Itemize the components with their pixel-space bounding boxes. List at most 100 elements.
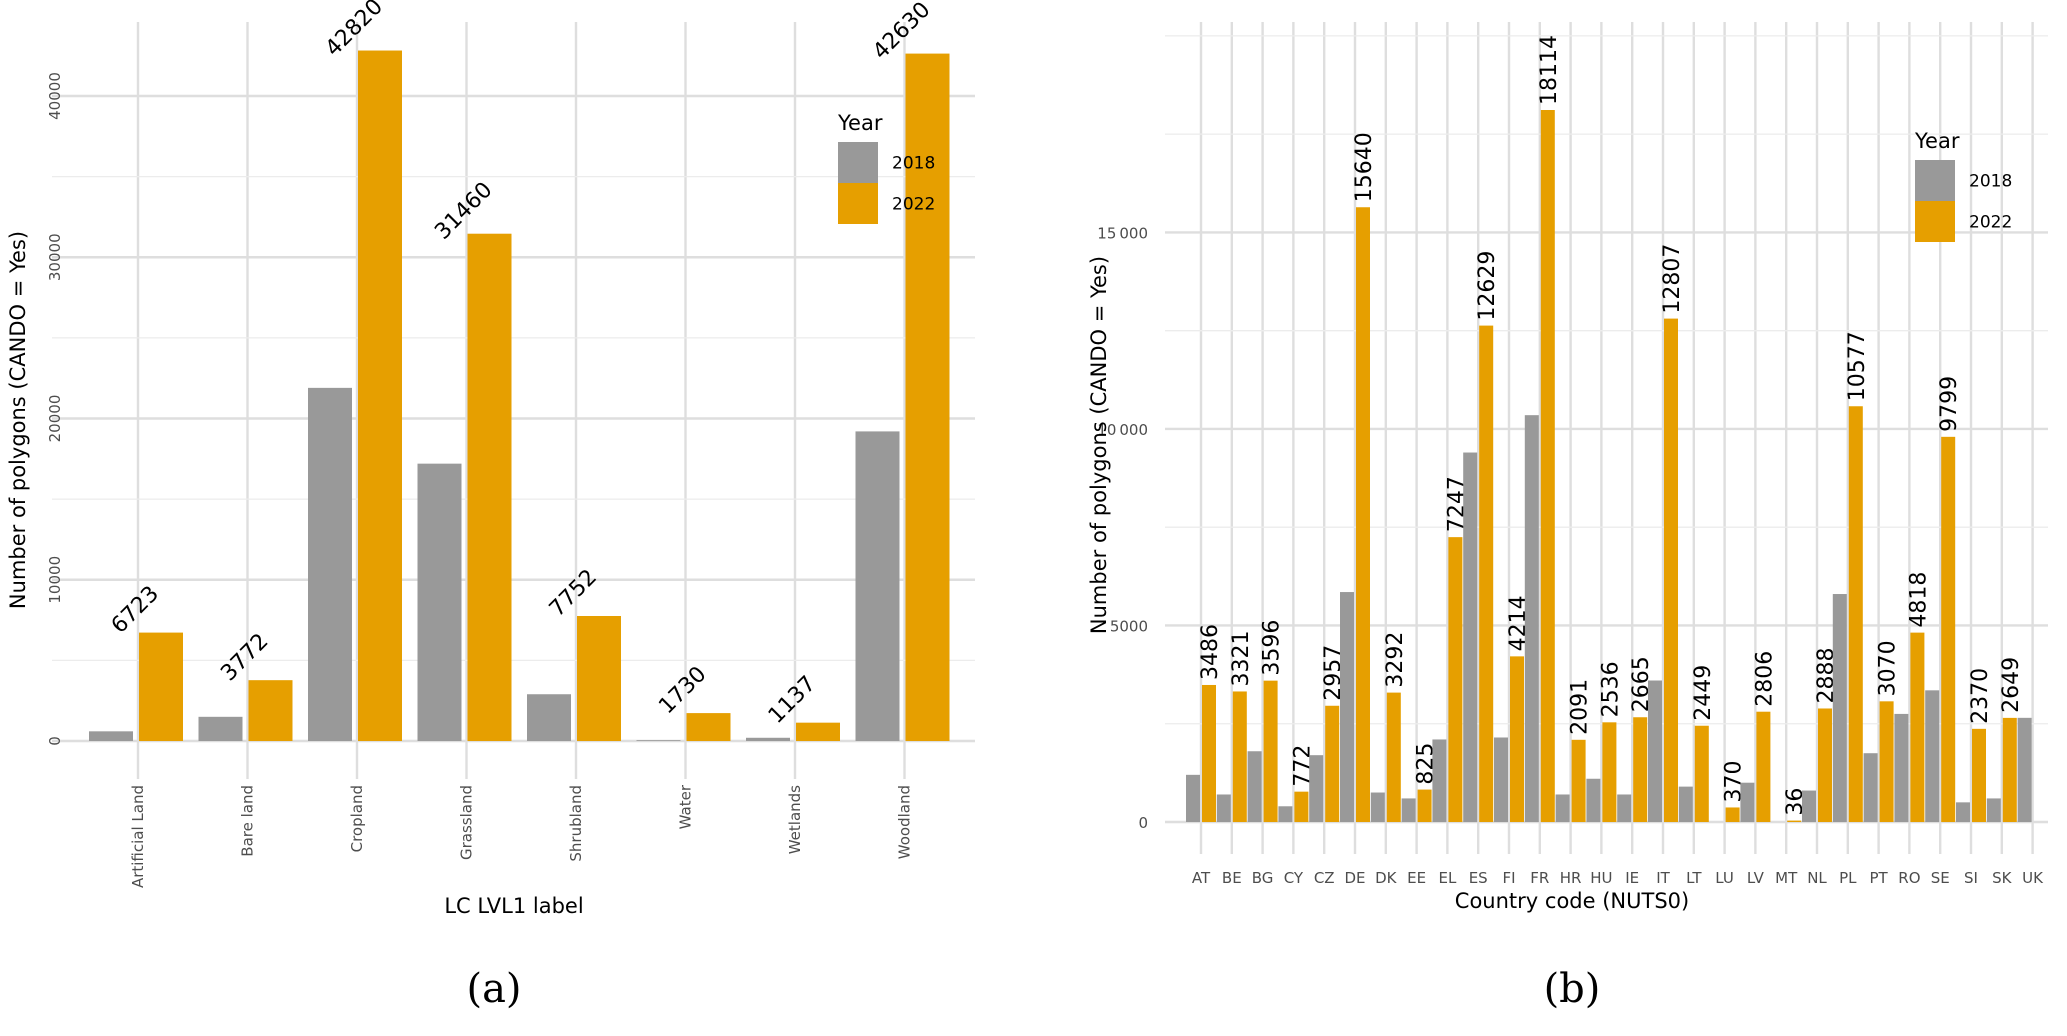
bar-2018 <box>417 463 462 741</box>
bar-2022 <box>1510 656 1524 822</box>
bar-2022 <box>139 632 183 741</box>
x-axis-title: LC LVL1 label <box>444 894 583 918</box>
legend-label-2018: 2018 <box>892 154 935 174</box>
x-tick-label: IT <box>1656 869 1670 887</box>
x-tick-label: Artificial Land <box>129 785 147 888</box>
bar-2022 <box>1602 722 1617 822</box>
data-label: 12629 <box>1475 251 1500 321</box>
x-tick-label: FR <box>1530 869 1549 887</box>
x-tick-label: EL <box>1438 869 1456 887</box>
bar-2022 <box>1232 691 1247 822</box>
data-label: 1730 <box>654 662 711 719</box>
legend: Year 2018 2022 <box>837 111 935 224</box>
bar-2018 <box>1555 794 1570 822</box>
bar-2018 <box>198 716 243 741</box>
y-tick-label: 5000 <box>1110 617 1148 635</box>
bar-2018 <box>1432 739 1447 822</box>
bar-2018 <box>1802 790 1816 822</box>
bar-2022 <box>1417 789 1432 822</box>
data-label: 10577 <box>1845 331 1870 401</box>
x-tick-label: Water <box>677 784 695 829</box>
x-tick-label: UK <box>2022 869 2044 887</box>
bar-2022 <box>1202 684 1216 822</box>
bar-2022 <box>1479 325 1494 822</box>
bar-2022 <box>1664 318 1678 822</box>
data-label: 3070 <box>1876 640 1901 696</box>
bar-2018 <box>1986 798 2001 822</box>
x-tick-label: RO <box>1898 869 1920 887</box>
bar-2022 <box>1725 807 1740 822</box>
y-tick-label: 20000 <box>46 395 64 443</box>
bar-2018 <box>1186 774 1200 822</box>
bar-2022 <box>1848 406 1863 822</box>
bar-2018 <box>1956 802 1970 822</box>
x-tick-label: Bare land <box>239 785 257 857</box>
legend-label-2022: 2022 <box>1969 213 2012 233</box>
bar-2018 <box>1340 592 1354 822</box>
bar-2018 <box>1401 798 1416 822</box>
caption-a: (a) <box>466 966 521 1012</box>
bar-2022 <box>1325 705 1340 822</box>
x-tick-label: Shrubland <box>567 785 585 862</box>
x-tick-label: Wetlands <box>786 785 804 854</box>
legend-title: Year <box>837 111 883 135</box>
legend: Year 2018 2022 <box>1914 129 2012 242</box>
bar-2018 <box>1494 737 1508 822</box>
bar-2018 <box>1832 594 1847 822</box>
bar-2022 <box>796 722 840 741</box>
data-label: 2536 <box>1598 661 1623 717</box>
legend-label-2018: 2018 <box>1969 172 2012 192</box>
x-tick-label: LT <box>1686 869 1702 887</box>
x-tick-label: SI <box>1964 869 1978 887</box>
data-label: 6723 <box>107 581 164 638</box>
bar-2022 <box>1356 207 1370 822</box>
bar-2022 <box>1571 739 1586 822</box>
bar-2022 <box>1818 708 1832 822</box>
x-tick-label: FI <box>1502 869 1515 887</box>
bar-2018 <box>308 387 352 741</box>
legend-key-2022 <box>838 183 878 224</box>
bar-2022 <box>1540 110 1555 822</box>
bar-2018 <box>1740 782 1755 822</box>
y-axis-title: Number of polygons (CANDO = Yes) <box>6 231 30 609</box>
bar-2018 <box>1216 794 1231 822</box>
x-tick-label: Woodland <box>896 785 914 859</box>
y-tick-label: 10000 <box>46 556 64 604</box>
data-label: 12807 <box>1660 244 1685 314</box>
bar-2018 <box>89 731 133 741</box>
bar-2022 <box>1294 791 1309 822</box>
bar-2022 <box>248 680 293 741</box>
data-label: 4818 <box>1906 572 1931 628</box>
bar-2022 <box>1910 632 1925 822</box>
data-label: 3321 <box>1229 630 1254 686</box>
x-tick-label: ES <box>1469 869 1488 887</box>
bar-2022 <box>1694 725 1709 822</box>
bar-2022 <box>467 233 512 741</box>
x-tick-label: Grassland <box>458 785 476 860</box>
data-label: 18114 <box>1537 35 1562 105</box>
x-tick-label: CY <box>1284 869 1304 887</box>
bar-2018 <box>1586 778 1601 822</box>
bar-2018 <box>1278 806 1293 822</box>
x-tick-label: BE <box>1222 869 1242 887</box>
x-tick-label: SK <box>1992 869 2013 887</box>
bar-2018 <box>1894 713 1909 822</box>
bar-2018 <box>1247 751 1262 822</box>
x-tick-label: LU <box>1715 869 1734 887</box>
data-label: 2806 <box>1752 651 1777 707</box>
y-tick-label: 30000 <box>46 233 64 281</box>
x-tick-label: CZ <box>1314 869 1335 887</box>
bar-2022 <box>1633 717 1648 822</box>
bar-2018 <box>1370 792 1385 822</box>
chart-a-land-cover: 0 10000 20000 30000 40000 6723 Artificial Land… <box>6 0 975 918</box>
x-tick-label: Cropland <box>348 785 366 852</box>
x-tick-label: MT <box>1775 869 1798 887</box>
y-tick-label: 0 <box>46 736 64 746</box>
bar-2018 <box>1524 415 1539 822</box>
bar-2022 <box>1756 711 1771 822</box>
y-tick-label: 10 000 <box>1097 421 1148 439</box>
bar-2022 <box>1386 692 1401 822</box>
bar-2018 <box>746 737 790 741</box>
data-label: 3772 <box>216 629 273 686</box>
